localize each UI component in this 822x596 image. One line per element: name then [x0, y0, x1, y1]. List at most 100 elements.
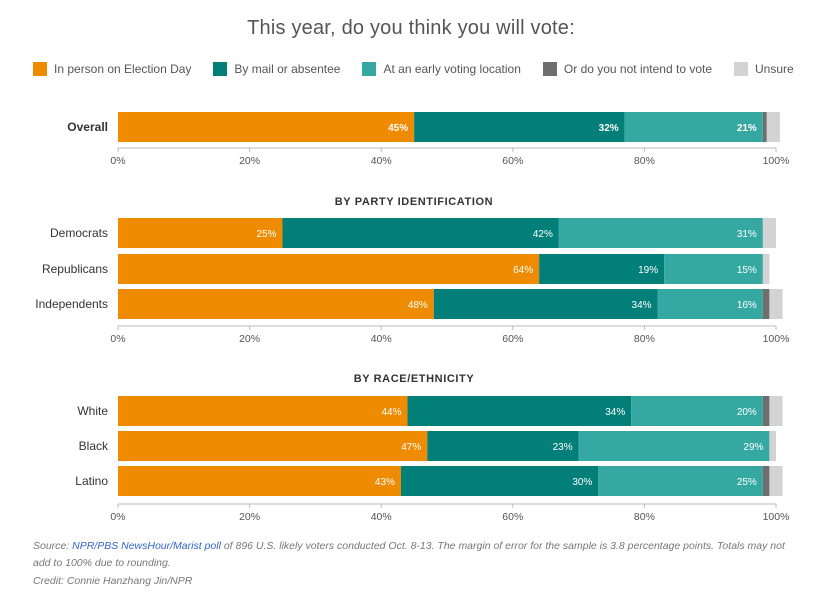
bar-segment-unsure [766, 112, 780, 142]
bar-segment-not-intend [762, 289, 770, 319]
legend-label: By mail or absentee [234, 62, 341, 76]
bar-segment-unsure [769, 396, 783, 426]
data-label: 43% [375, 477, 395, 488]
bar-segment-in-person [118, 466, 401, 496]
bar-segment-early [657, 289, 763, 319]
legend-item-mail: By mail or absentee [213, 62, 340, 76]
legend-item-in-person: In person on Election Day [33, 62, 191, 76]
bar-segment-mail [433, 289, 658, 319]
bar-segment-early [578, 431, 770, 461]
legend-swatch [362, 62, 377, 76]
data-label: 20% [737, 407, 757, 418]
x-tick-label: 100% [763, 333, 790, 345]
bar-segment-not-intend [762, 466, 770, 496]
bar-segment-in-person [118, 396, 408, 426]
bar-segment-early [631, 396, 763, 426]
data-label: 23% [553, 442, 573, 453]
bar-segment-unsure [769, 466, 783, 496]
data-label: 47% [401, 442, 421, 453]
row-label: Overall [67, 120, 108, 134]
bar-segment-not-intend [762, 112, 767, 142]
data-label: 30% [572, 477, 592, 488]
x-tick-label: 0% [110, 333, 125, 345]
x-tick-label: 40% [371, 155, 392, 167]
bar-segment-in-person [118, 254, 540, 284]
x-tick-label: 20% [239, 155, 260, 167]
legend-label: At an early voting location [383, 62, 521, 76]
bar-segment-unsure [769, 289, 783, 319]
legend-swatch [734, 62, 749, 76]
x-tick-label: 100% [763, 155, 790, 167]
bar-segment-early [624, 112, 763, 142]
bar-segment-unsure [762, 218, 776, 248]
x-tick-label: 60% [502, 155, 523, 167]
bar-segment-mail [407, 396, 632, 426]
x-tick-label: 80% [634, 511, 655, 523]
chart-legend: In person on Election Day By mail or abse… [33, 62, 816, 80]
x-tick-label: 0% [110, 511, 125, 523]
legend-item-early: At an early voting location [362, 62, 521, 76]
source-link[interactable]: NPR/PBS NewsHour/Marist poll [72, 540, 221, 552]
data-label: 29% [743, 442, 763, 453]
bar-segment-in-person [118, 289, 434, 319]
legend-swatch [542, 62, 557, 76]
bar-segment-in-person [118, 431, 428, 461]
legend-label: Or do you not intend to vote [563, 62, 713, 76]
x-tick-label: 40% [371, 511, 392, 523]
bar-segment-early [664, 254, 763, 284]
data-label: 64% [513, 265, 533, 276]
legend-swatch [33, 62, 47, 76]
bar-segment-mail [400, 466, 599, 496]
legend-item-unsure: Unsure [734, 62, 794, 76]
x-tick-label: 100% [763, 511, 790, 523]
x-tick-label: 40% [371, 333, 392, 345]
bar-segment-mail [414, 112, 625, 142]
row-label: Republicans [42, 262, 108, 276]
bar-segment-in-person [118, 218, 283, 248]
panel-heading: BY PARTY IDENTIFICATION [335, 196, 493, 208]
data-label: 25% [737, 477, 757, 488]
row-label: Independents [35, 297, 108, 311]
panel-heading: BY RACE/ETHNICITY [354, 373, 475, 385]
bar-segment-not-intend [762, 396, 770, 426]
bar-segment-in-person [118, 112, 415, 142]
row-label: Democrats [50, 226, 108, 240]
data-label: 16% [737, 300, 757, 311]
x-tick-label: 0% [110, 155, 125, 167]
legend-item-not-intend: Or do you not intend to vote [542, 62, 713, 76]
x-tick-label: 20% [239, 333, 260, 345]
data-label: 45% [388, 123, 408, 134]
bar-segment-unsure [769, 431, 776, 461]
stacked-bar-chart: Overall 45% 32% 21% 0% 20% 40% 60% 80% 100% BY PAR… [35, 112, 790, 523]
row-label: White [77, 404, 108, 418]
x-tick-label: 80% [634, 155, 655, 167]
data-label: 34% [632, 300, 652, 311]
bar-segment-early [558, 218, 763, 248]
x-tick-label: 60% [502, 511, 523, 523]
bar-segment-unsure [762, 254, 770, 284]
data-label: 42% [533, 229, 553, 240]
bar-segment-mail [282, 218, 559, 248]
chart-title: This year, do you think you will vote: [247, 17, 575, 39]
source-prefix: Source: [33, 540, 73, 552]
data-label: 32% [599, 123, 619, 134]
legend-label: In person on Election Day [54, 62, 192, 76]
credit-line: Credit: Connie Hanzhang Jin/NPR [33, 575, 193, 587]
x-tick-label: 20% [239, 511, 260, 523]
bar-segment-early [598, 466, 763, 496]
data-label: 19% [638, 265, 658, 276]
x-tick-label: 80% [634, 333, 655, 345]
data-label: 15% [737, 265, 757, 276]
data-label: 48% [408, 300, 428, 311]
bar-segment-mail [539, 254, 665, 284]
legend-label: Unsure [755, 62, 794, 76]
bar-segment-mail [427, 431, 579, 461]
source-note: Source: NPR/PBS NewsHour/Marist poll of … [33, 538, 788, 572]
data-label: 21% [737, 123, 757, 134]
x-tick-label: 60% [502, 333, 523, 345]
data-label: 44% [382, 407, 402, 418]
legend-swatch [213, 62, 228, 76]
source-text: of 896 U.S. likely voters conducted Oct.… [33, 540, 785, 569]
data-label: 31% [737, 229, 757, 240]
data-label: 25% [256, 229, 276, 240]
